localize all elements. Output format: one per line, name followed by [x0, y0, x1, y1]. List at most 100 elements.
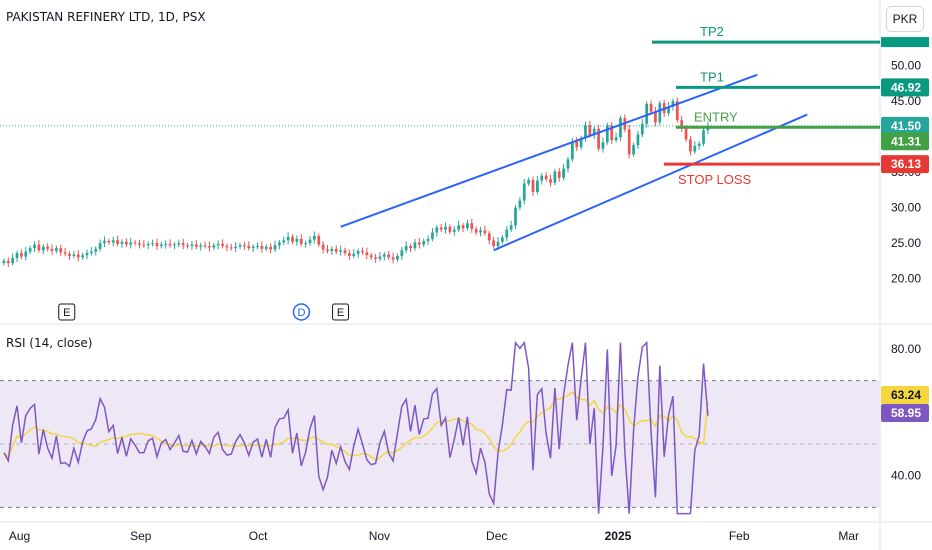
candle-body — [584, 125, 587, 138]
candle-body — [501, 237, 504, 242]
candle-body — [199, 245, 203, 247]
candle-body — [269, 246, 273, 250]
currency-button[interactable]: PKR — [886, 6, 924, 32]
candle-body — [138, 243, 141, 245]
candle-body — [334, 248, 338, 252]
candle-body — [619, 118, 622, 138]
candle-body — [378, 256, 382, 259]
candle-body — [46, 246, 50, 249]
candle-body — [173, 244, 176, 246]
price-tick-label: 20.00 — [891, 272, 921, 286]
candle-body — [527, 179, 531, 184]
candle-body — [76, 254, 80, 258]
candle-body — [457, 225, 461, 230]
candle-body — [72, 254, 76, 256]
candle-body — [256, 246, 259, 247]
level-label-tp1: TP1 — [700, 69, 724, 84]
price-tag-label: 46.92 — [891, 80, 921, 94]
candle-body — [509, 225, 513, 230]
rsi-label: RSI (14, close) — [6, 336, 93, 350]
candle-body — [55, 248, 58, 251]
candle-body — [234, 246, 238, 249]
candle-body — [566, 159, 570, 169]
candle-body — [107, 241, 111, 243]
candle-body — [98, 243, 102, 249]
candle-body — [247, 246, 251, 249]
candle-body — [610, 125, 614, 141]
candle-body — [544, 175, 548, 180]
candle-body — [575, 141, 579, 148]
candle-body — [225, 246, 229, 248]
candle-body — [251, 246, 255, 249]
candle-body — [103, 241, 106, 244]
candle-body — [693, 145, 697, 152]
candle-body — [356, 250, 360, 254]
candle-body — [474, 228, 478, 233]
candle-body — [627, 129, 631, 155]
event-label: D — [297, 307, 305, 319]
candle-body — [483, 230, 487, 234]
candle-body — [452, 229, 456, 232]
candle-body — [557, 171, 561, 178]
candle-body — [654, 111, 657, 123]
event-earnings-marker — [58, 303, 76, 321]
candle-body — [2, 260, 6, 264]
candle-body — [89, 251, 93, 254]
candle-body — [238, 245, 242, 247]
candle-body — [597, 128, 600, 149]
candle-body — [142, 244, 146, 246]
rsi-ma-tag-label: 63.24 — [891, 388, 921, 402]
level-label-entry: ENTRY — [694, 109, 738, 124]
candle-body — [413, 242, 417, 249]
candle-body — [181, 243, 185, 246]
candle-body — [129, 242, 133, 245]
candle-body — [645, 103, 649, 124]
price-tag-label: 41.31 — [891, 134, 921, 148]
candle-body — [570, 141, 574, 160]
candle-body — [396, 255, 399, 260]
level-label-tp2: TP2 — [700, 24, 724, 39]
candle-body — [579, 138, 583, 148]
candle-body — [636, 134, 640, 146]
candle-body — [308, 239, 312, 244]
candle-body — [326, 249, 329, 251]
candle-body — [6, 260, 10, 264]
candle-body — [391, 257, 395, 260]
candle-body — [94, 248, 98, 252]
time-tick-label: Sep — [130, 529, 152, 543]
price-tag-bg — [881, 155, 929, 174]
candle-body — [124, 241, 128, 245]
rsi-tag-label: 58.95 — [891, 406, 921, 420]
candle-body — [404, 246, 408, 251]
candle-body — [20, 253, 23, 257]
candle-body — [479, 230, 482, 233]
candle-body — [374, 257, 377, 259]
event-label: E — [337, 307, 344, 319]
candle-body — [317, 236, 321, 245]
price-tag-label: 36.13 — [891, 157, 921, 171]
candle-body — [496, 241, 500, 246]
candle-body — [400, 250, 404, 256]
rsi-tag-bg — [881, 404, 929, 422]
candle-body — [243, 245, 246, 247]
candle-body — [431, 232, 434, 239]
candle-body — [190, 244, 194, 246]
price-tag-label: 41.50 — [891, 119, 921, 133]
candle-body — [321, 244, 325, 250]
candle-body — [466, 223, 469, 229]
candle-body — [352, 253, 356, 256]
rsi-tick-label: 40.00 — [891, 469, 921, 483]
candle-body — [159, 244, 163, 246]
candle-body — [601, 142, 605, 149]
candle-body — [304, 243, 307, 245]
rsi-line — [3, 340, 709, 515]
candle-body — [264, 246, 268, 249]
candle-body — [369, 255, 373, 258]
candle-body — [155, 243, 159, 246]
candle-body — [186, 245, 189, 247]
candle-body — [330, 248, 334, 251]
candle-body — [24, 251, 28, 257]
candle-body — [203, 245, 207, 247]
candle-body — [592, 128, 596, 136]
candle-body — [194, 244, 198, 247]
